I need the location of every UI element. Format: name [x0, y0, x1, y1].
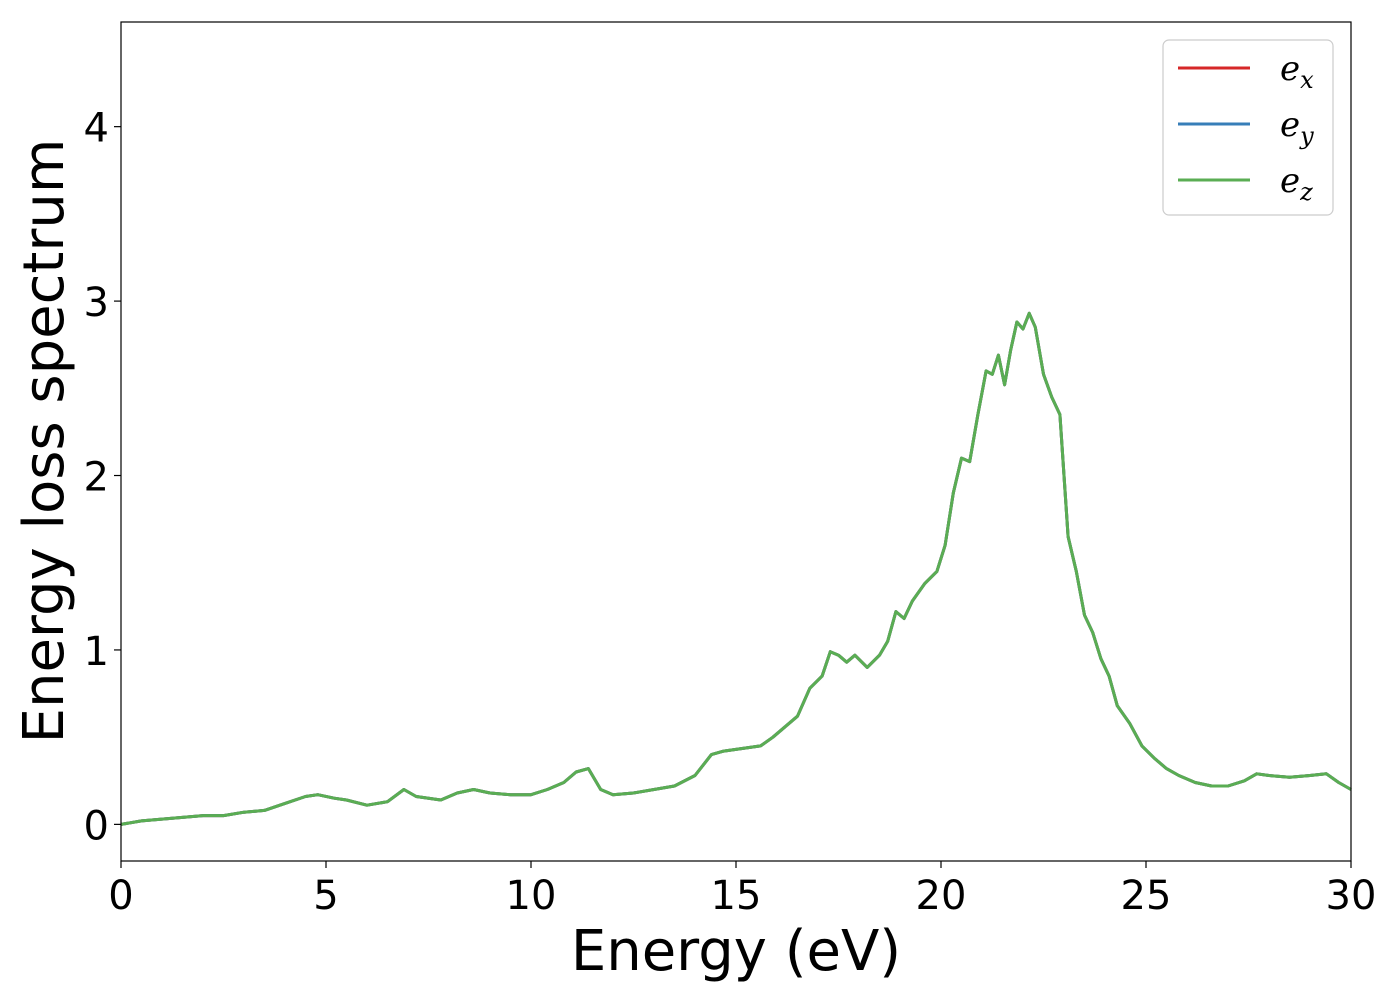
- x-tick-label: 10: [506, 873, 557, 919]
- y-axis-title: Energy loss spectrum: [12, 139, 77, 744]
- x-tick-label: 20: [916, 873, 967, 919]
- x-tick-label: 5: [313, 873, 338, 919]
- y-tick-label: 2: [84, 455, 109, 501]
- x-tick-label: 25: [1121, 873, 1172, 919]
- legend-box: [1162, 39, 1334, 216]
- y-tick-label: 4: [84, 106, 109, 152]
- x-axis-title: Energy (eV): [571, 919, 901, 984]
- x-tick-label: 0: [108, 873, 133, 919]
- series-lines: [120, 311, 1352, 826]
- x-axis: 0 5 10 15 20 25 30: [108, 861, 1376, 919]
- y-tick-label: 0: [84, 803, 109, 849]
- plot-area: [121, 22, 1351, 861]
- y-tick-label: 1: [84, 629, 109, 675]
- y-tick-label: 3: [84, 280, 109, 326]
- y-axis: 0 1 2 3 4: [84, 106, 121, 849]
- x-tick-label: 15: [711, 873, 762, 919]
- series-line-z: [120, 311, 1352, 826]
- x-tick-label: 30: [1326, 873, 1377, 919]
